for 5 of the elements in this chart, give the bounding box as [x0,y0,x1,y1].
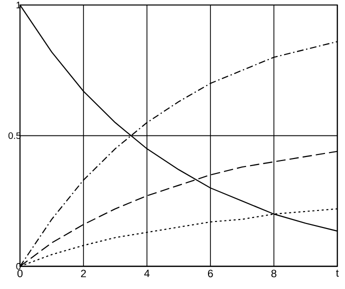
x-tick-label: 8 [271,270,276,278]
x-tick-label: 2 [81,270,86,278]
x-tick-label: t [336,270,339,277]
x-tick-label: 4 [144,270,150,278]
x-tick-label: 6 [208,270,213,278]
